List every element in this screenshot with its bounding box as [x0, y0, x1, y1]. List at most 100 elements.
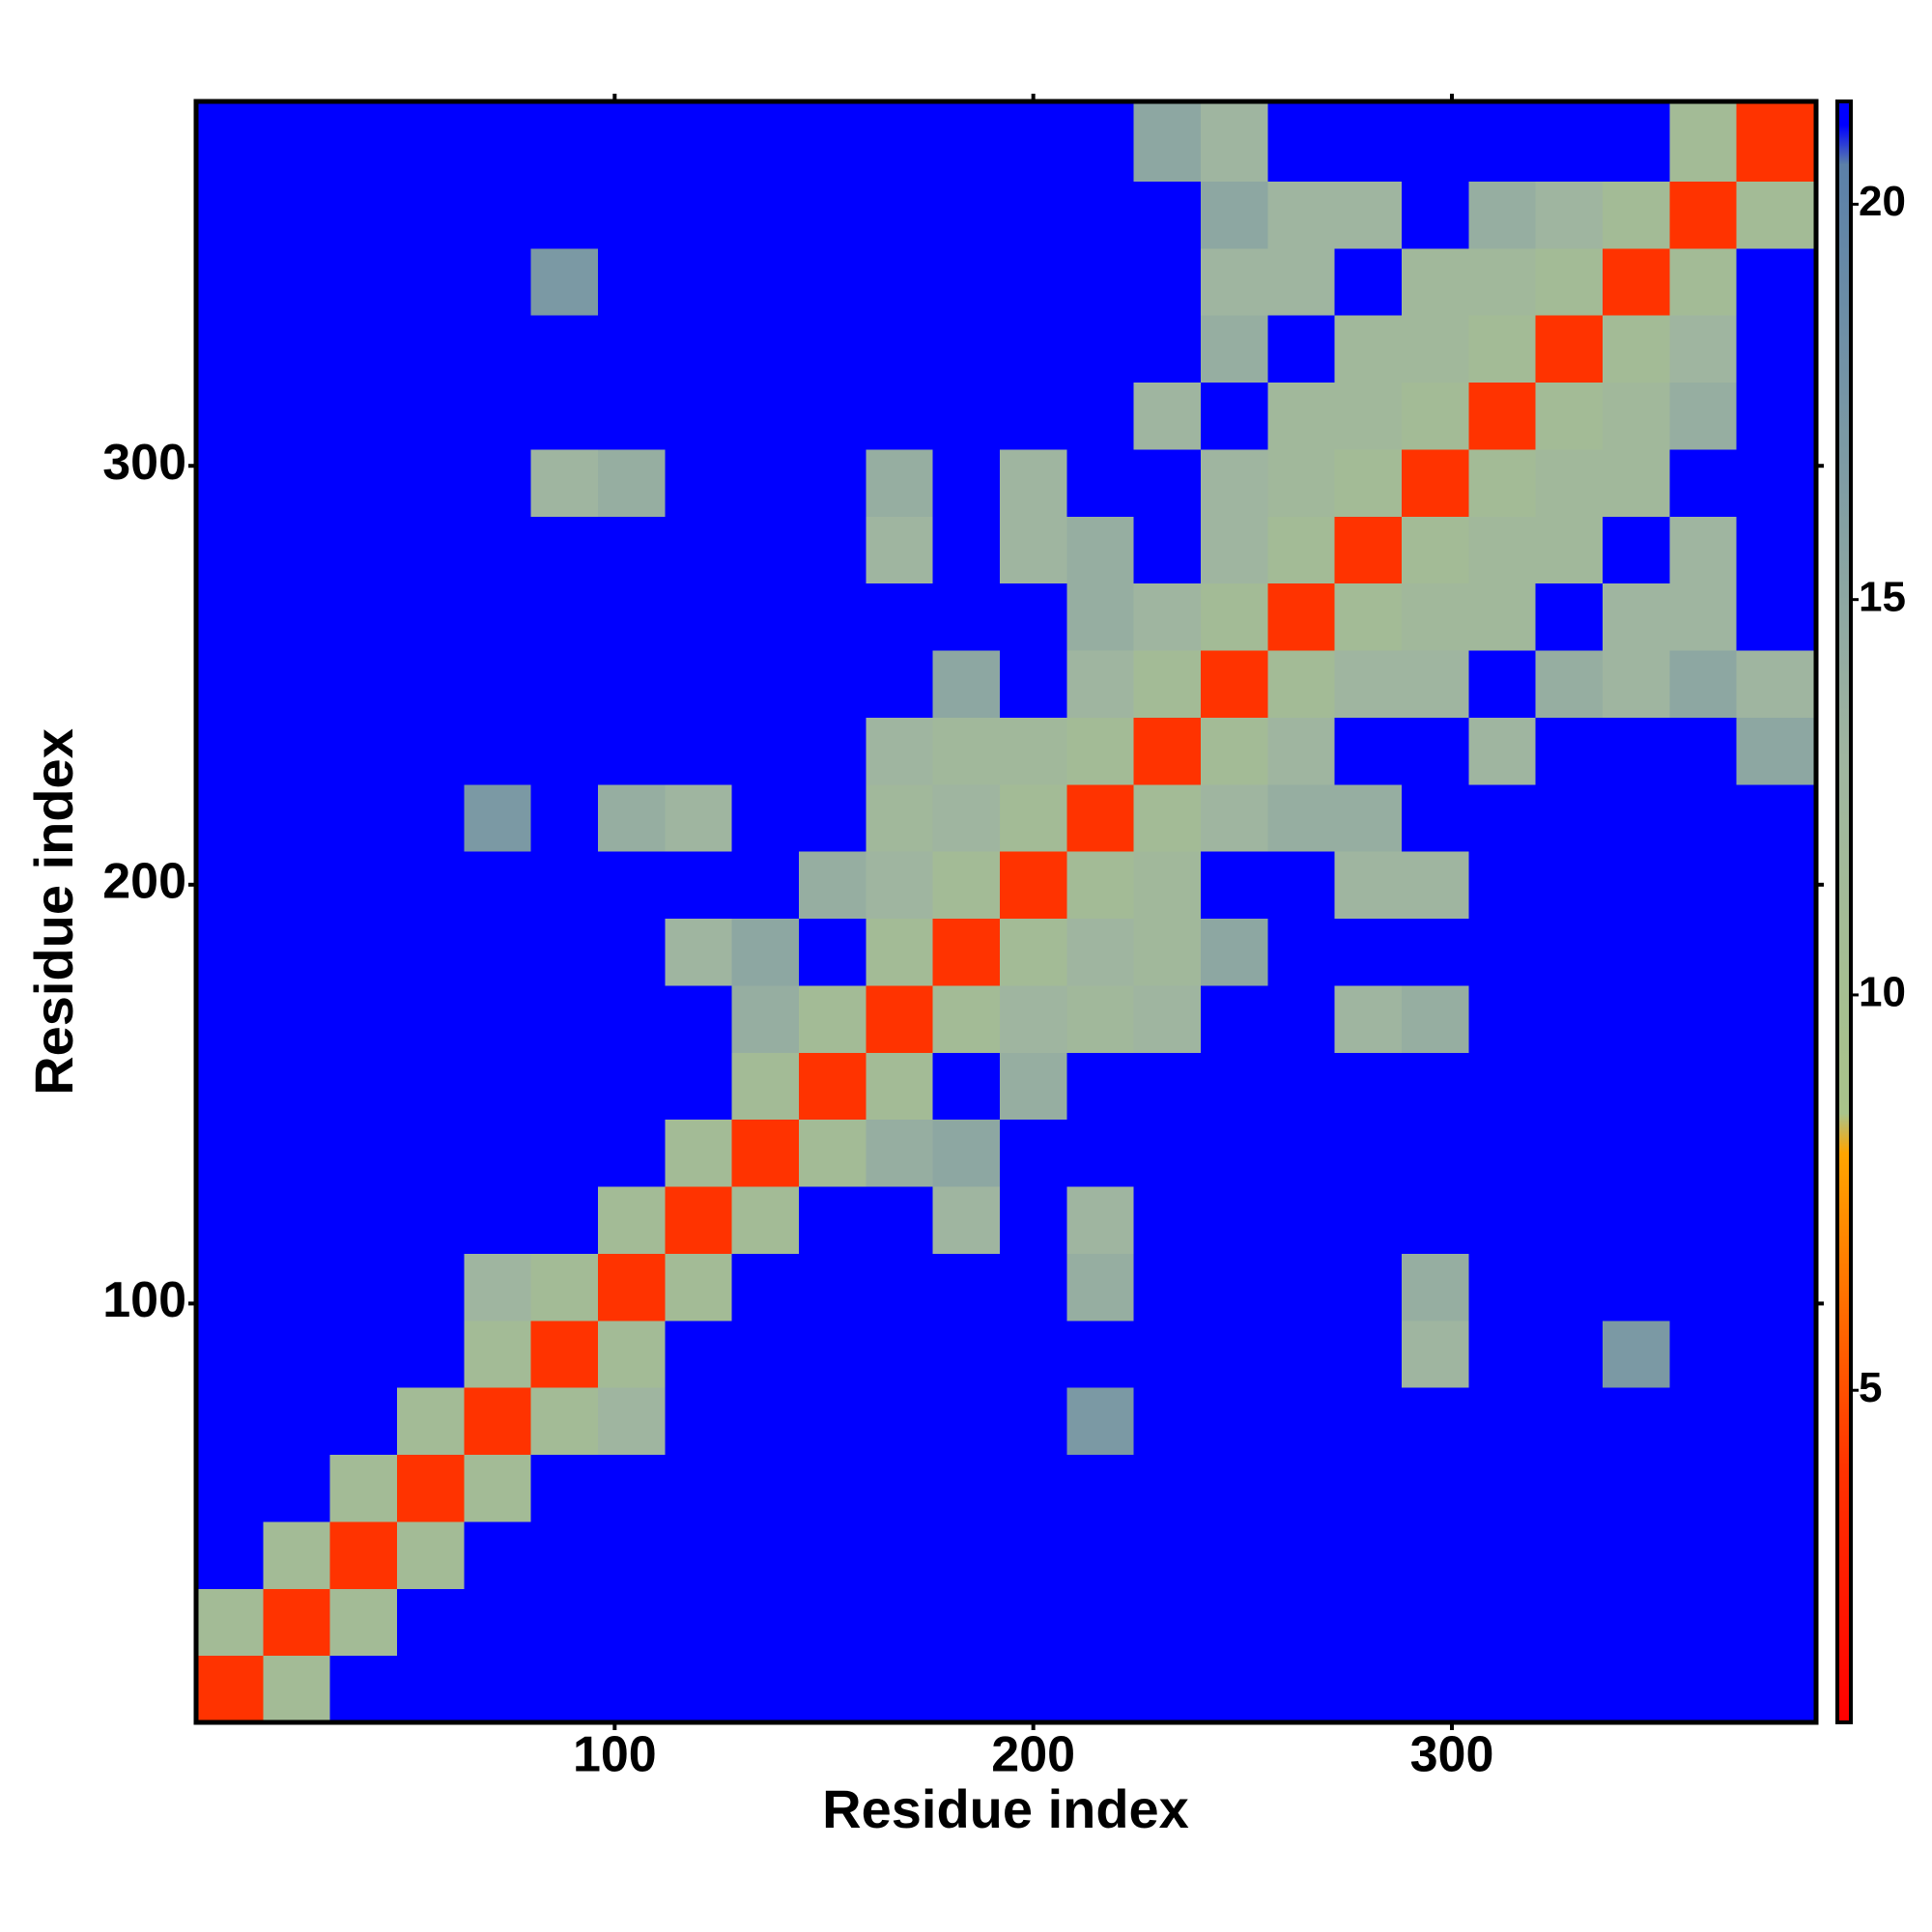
heatmap-cell: [1468, 717, 1537, 785]
heatmap-cell: [1402, 1186, 1469, 1254]
heatmap-cell: [263, 101, 331, 182]
y-tick-label: 100: [102, 1272, 186, 1328]
heatmap-cell: [665, 1253, 733, 1321]
heatmap-cell: [464, 1387, 532, 1456]
heatmap-cell: [1535, 1320, 1604, 1388]
heatmap-cell: [263, 1320, 331, 1388]
heatmap-cell: [397, 1520, 465, 1589]
heatmap-cell: [1066, 582, 1135, 651]
heatmap-cell: [665, 984, 733, 1053]
heatmap-cell: [1603, 783, 1670, 852]
heatmap-cell: [731, 1655, 800, 1723]
heatmap-cell: [397, 516, 465, 584]
heatmap-cell: [1669, 181, 1738, 249]
heatmap-cell: [530, 650, 599, 718]
heatmap-cell: [1468, 1119, 1537, 1187]
heatmap-cell: [731, 1253, 800, 1321]
heatmap-cell: [598, 1520, 666, 1589]
heatmap-cell: [1334, 1655, 1403, 1723]
heatmap-cell: [196, 851, 264, 920]
heatmap-cell: [530, 247, 599, 316]
heatmap-cell: [1468, 181, 1537, 249]
heatmap-cell: [1603, 1588, 1670, 1657]
heatmap-cell: [397, 1186, 465, 1254]
heatmap-cell: [932, 247, 1001, 316]
heatmap-cell: [1267, 1520, 1336, 1589]
heatmap-cell: [1000, 1520, 1067, 1589]
heatmap-cell: [1000, 1588, 1067, 1657]
heatmap-cell: [1402, 315, 1469, 384]
heatmap-cell: [464, 315, 532, 384]
heatmap-cell: [1669, 1119, 1738, 1187]
heatmap-cell: [1267, 101, 1336, 182]
heatmap-cell: [1267, 1387, 1336, 1456]
heatmap-cell: [866, 101, 934, 182]
heatmap-cell: [1133, 1186, 1202, 1254]
heatmap-cell: [598, 516, 666, 584]
heatmap-cell: [932, 1520, 1001, 1589]
heatmap-cell: [799, 315, 867, 384]
heatmap-cell: [1133, 1320, 1202, 1388]
heatmap-cell: [1468, 448, 1537, 517]
heatmap-cell: [1669, 315, 1738, 384]
heatmap-cell: [665, 1387, 733, 1456]
heatmap-cell: [598, 1052, 666, 1121]
heatmap-cell: [1535, 315, 1604, 384]
heatmap-cell: [799, 717, 867, 785]
heatmap-cell: [1334, 181, 1403, 249]
heatmap-cell: [1603, 1520, 1670, 1589]
heatmap-cell: [1201, 1119, 1268, 1187]
heatmap-cell: [1736, 851, 1817, 920]
heatmap-cell: [866, 315, 934, 384]
heatmap-cell: [1133, 1588, 1202, 1657]
heatmap-cell: [1669, 851, 1738, 920]
heatmap-cell: [1201, 1253, 1268, 1321]
heatmap-cell: [1535, 247, 1604, 316]
heatmap-cell: [799, 516, 867, 584]
heatmap-cell: [329, 1253, 398, 1321]
heatmap-cell: [799, 650, 867, 718]
heatmap-cell: [932, 1320, 1001, 1388]
heatmap-cell: [1000, 717, 1067, 785]
heatmap-cell: [196, 315, 264, 384]
heatmap-cell: [329, 1454, 398, 1522]
heatmap-cell: [866, 851, 934, 920]
heatmap-cell: [1535, 1387, 1604, 1456]
heatmap-cell: [1334, 247, 1403, 316]
heatmap-cell: [397, 984, 465, 1053]
heatmap-cell: [196, 783, 264, 852]
heatmap-cell: [1669, 1588, 1738, 1657]
heatmap-cell: [1603, 1052, 1670, 1121]
heatmap-cell: [1535, 984, 1604, 1053]
heatmap-cell: [1267, 1052, 1336, 1121]
heatmap-cell: [866, 1655, 934, 1723]
heatmap-cell: [464, 1655, 532, 1723]
heatmap-cell: [1334, 1454, 1403, 1522]
heatmap-cell: [530, 918, 599, 986]
heatmap-cell: [530, 1387, 599, 1456]
heatmap-cell: [731, 783, 800, 852]
heatmap-cell: [1201, 382, 1268, 450]
heatmap-cell: [397, 783, 465, 852]
heatmap-cell: [1066, 101, 1135, 182]
heatmap-cell: [530, 984, 599, 1053]
heatmap-cell: [1000, 984, 1067, 1053]
heatmap-cell: [866, 582, 934, 651]
heatmap-cell: [464, 382, 532, 450]
heatmap-cell: [866, 783, 934, 852]
heatmap-cell: [731, 315, 800, 384]
heatmap-cell: [1066, 1588, 1135, 1657]
heatmap-cell: [731, 448, 800, 517]
heatmap-cell: [1402, 650, 1469, 718]
heatmap-cell: [1736, 582, 1817, 651]
heatmap-cell: [866, 650, 934, 718]
heatmap-cell: [1066, 1186, 1135, 1254]
heatmap-cell: [932, 101, 1001, 182]
heatmap-cell: [1201, 181, 1268, 249]
heatmap-cell: [731, 1588, 800, 1657]
heatmap-cell: [1066, 247, 1135, 316]
heatmap-cell: [530, 851, 599, 920]
heatmap-cell: [1066, 315, 1135, 384]
heatmap-cell: [464, 1052, 532, 1121]
heatmap-cell: [665, 1320, 733, 1388]
